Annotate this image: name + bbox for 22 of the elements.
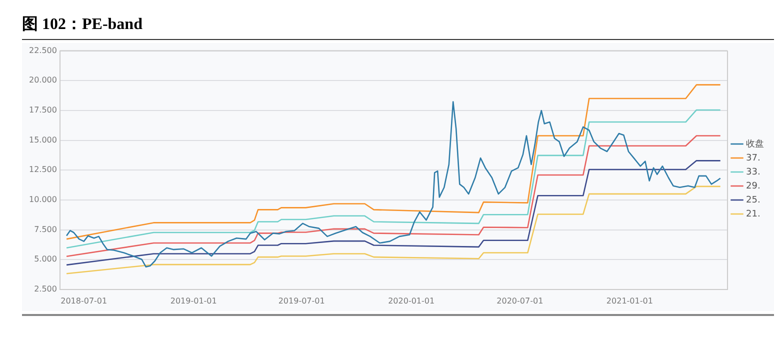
- y-tick-label: 17.500: [28, 106, 57, 115]
- legend-label: 33.: [746, 167, 760, 178]
- legend-label: 21.: [746, 209, 760, 220]
- x-tick-label: 2021-01-01: [606, 296, 653, 306]
- y-tick-label: 22.500: [28, 46, 57, 55]
- x-tick-label: 2020-07-01: [496, 296, 544, 306]
- x-tick-label: 2020-01-01: [388, 296, 435, 306]
- x-tick-label: 2019-01-01: [170, 296, 217, 306]
- x-tick-label: 2019-07-01: [278, 296, 325, 306]
- legend-label: 收盘: [746, 138, 764, 150]
- x-tick-label: 2018-07-01: [60, 296, 108, 306]
- legend-label: 29.: [746, 181, 760, 192]
- legend-label: 25.: [746, 195, 760, 206]
- y-tick-label: 20.000: [28, 76, 57, 85]
- y-tick-label: 5.000: [34, 254, 57, 264]
- legend-label: 37.: [746, 153, 760, 164]
- y-tick-label: 15.000: [28, 135, 57, 144]
- y-tick-label: 12.500: [28, 165, 57, 174]
- y-tick-label: 10.000: [28, 195, 57, 204]
- y-tick-label: 2.500: [34, 284, 57, 294]
- chart-title: 图 102：PE-band: [21, 15, 144, 35]
- y-tick-label: 7.500: [34, 224, 57, 234]
